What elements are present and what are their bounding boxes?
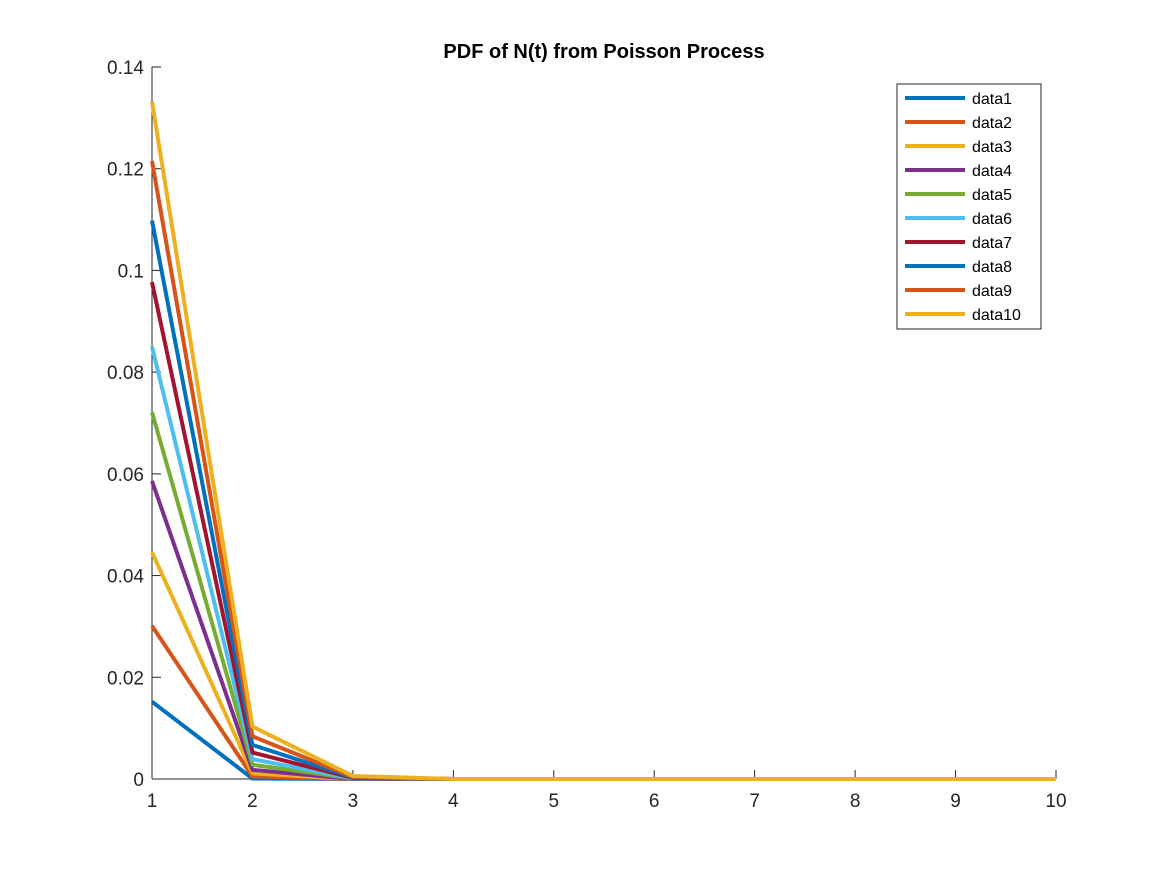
x-tick-label: 10 [1045,791,1066,812]
series-line-data7 [150,281,1056,781]
x-tick-label: 8 [850,791,861,812]
x-tick-label: 3 [348,791,359,812]
y-tick-label: 0.12 [107,160,144,181]
x-tick-label: 5 [548,791,559,812]
legend-label: data6 [972,211,1012,228]
chart-title: PDF of N(t) from Poisson Process [443,41,764,63]
legend-label: data3 [972,139,1012,156]
legend-label: data8 [972,259,1012,276]
y-tick-label: 0.1 [118,261,144,282]
series-line-data5 [150,411,1056,781]
legend-label: data7 [972,235,1012,252]
legend-label: data2 [972,115,1012,132]
series-line-data10 [150,101,1056,781]
legend-label: data5 [972,187,1012,204]
legend-label: data4 [972,163,1012,180]
y-tick-label: 0 [133,770,144,791]
x-tick-label: 9 [950,791,961,812]
plot-area: 1 2 3 4 5 6 7 8 9 10 0 0.02 0.04 0.06 0.08 0.1 0.12 0.14 d… [107,58,1067,812]
legend-label: data9 [972,283,1012,300]
x-tick-label: 4 [448,791,459,812]
x-tick-label: 2 [247,791,258,812]
x-tick-label: 7 [749,791,760,812]
series-line-data4 [150,480,1056,781]
y-tick-label: 0.08 [107,363,144,384]
series-line-data6 [150,346,1056,781]
legend-label: data10 [972,307,1021,324]
legend-label: data1 [972,91,1012,108]
y-tick-label: 0.04 [107,567,144,588]
y-tick-label: 0.02 [107,668,144,689]
y-tick-label: 0.06 [107,465,144,486]
x-tick-label: 6 [649,791,660,812]
y-tick-label: 0.14 [107,58,144,79]
x-tick-label: 1 [147,791,158,812]
